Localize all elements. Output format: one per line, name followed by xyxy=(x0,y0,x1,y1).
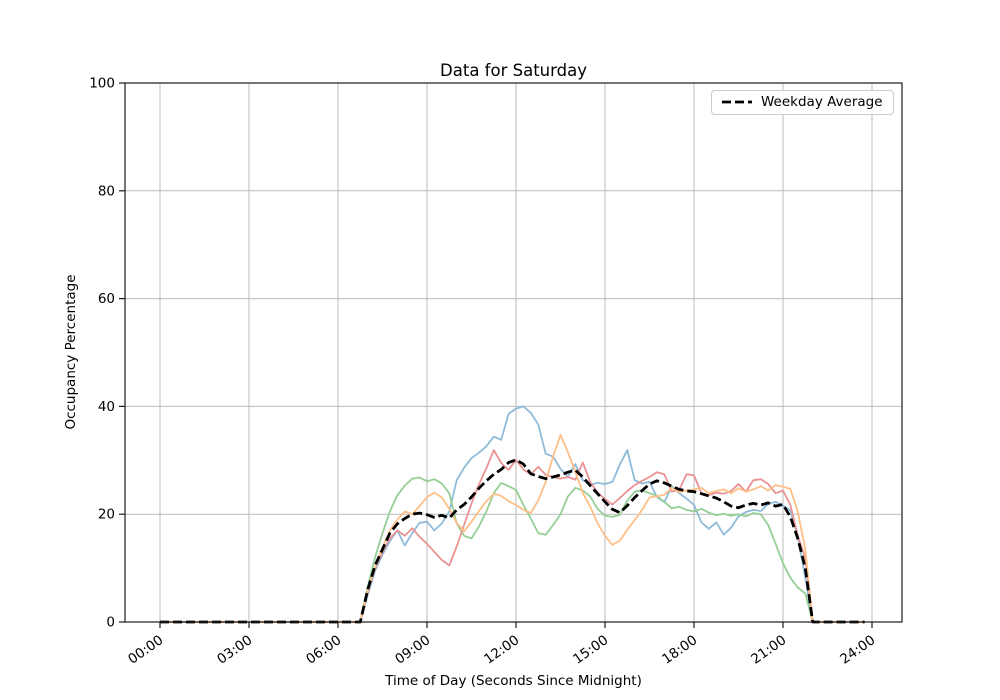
x-tick-label: 06:00 xyxy=(303,632,344,667)
x-tick-label: 24:00 xyxy=(837,632,878,667)
series-weekday-average xyxy=(160,458,865,624)
x-tick-label: 21:00 xyxy=(748,632,789,667)
plot-frame xyxy=(124,82,903,623)
y-tick-label: 60 xyxy=(98,291,115,307)
y-axis-label: Occupancy Percentage xyxy=(63,274,79,430)
series-saturday-red xyxy=(160,449,865,623)
y-tick-label: 40 xyxy=(98,399,115,415)
legend-label: Weekday Average xyxy=(761,94,883,110)
x-tick-label: 15:00 xyxy=(570,632,611,667)
dashed-line-sample xyxy=(722,100,752,104)
x-tick-label: 12:00 xyxy=(481,632,522,667)
y-tick-label: 20 xyxy=(98,507,115,523)
x-axis-label: Time of Day (Seconds Since Midnight) xyxy=(385,673,642,689)
x-tick-label: 00:00 xyxy=(125,632,166,667)
legend: Weekday Average xyxy=(711,90,894,115)
y-tick-label: 0 xyxy=(106,615,115,631)
series-saturday-green xyxy=(160,476,865,623)
x-tick-label: 09:00 xyxy=(392,632,433,667)
chart-title: Data for Saturday xyxy=(440,61,587,80)
y-tick-label: 80 xyxy=(98,183,115,199)
y-tick-label: 100 xyxy=(89,76,115,92)
x-tick-label: 03:00 xyxy=(214,632,255,667)
series-saturday-orange xyxy=(160,434,865,623)
x-tick-label: 18:00 xyxy=(659,632,700,667)
